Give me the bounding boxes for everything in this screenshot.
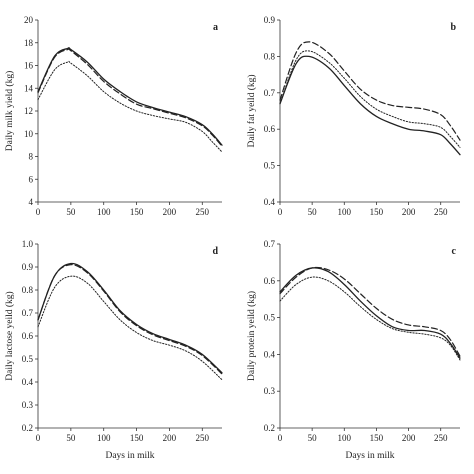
y-tick-label: 0.3 (264, 386, 276, 396)
x-tick-label: 150 (130, 433, 144, 443)
y-tick-label: 0.5 (22, 354, 34, 364)
series-line-dotted (37, 275, 223, 381)
x-axis-label: Days in milk (345, 451, 394, 461)
y-tick-label: 18 (24, 38, 34, 48)
x-tick-label: 100 (97, 433, 111, 443)
x-tick-label: 200 (402, 433, 416, 443)
x-tick-label: 100 (97, 207, 111, 217)
y-tick-label: 0.8 (22, 285, 34, 295)
y-tick-label: 12 (24, 106, 33, 116)
y-tick-label: 1.0 (22, 239, 34, 249)
y-tick-label: 0.7 (264, 88, 276, 98)
y-tick-label: 0.6 (22, 331, 34, 341)
x-tick-label: 150 (130, 207, 144, 217)
series-line-dashed (37, 264, 223, 375)
x-tick-label: 250 (196, 433, 210, 443)
x-tick-label: 200 (163, 433, 177, 443)
y-tick-label: 6 (29, 174, 34, 184)
y-tick-label: 14 (24, 83, 34, 93)
series-line-dashed (279, 41, 461, 141)
series-line-solid (37, 262, 223, 374)
x-tick-label: 100 (338, 433, 352, 443)
panel-letter: c (452, 246, 457, 257)
panel-letter: d (212, 246, 218, 257)
y-tick-label: 0.4 (264, 349, 276, 359)
series-line-dotted (37, 60, 223, 153)
chart-panel-c: 0.2 0.3 0.4 0.5 0.6 0.7 0 50 100 150 200 250 Daily p… (246, 239, 461, 461)
y-tick-label: 0.3 (22, 400, 34, 410)
x-tick-label: 0 (36, 433, 41, 443)
x-axis-label: Days in milk (105, 451, 154, 461)
panel-letter: b (450, 22, 456, 33)
y-axis-label: Daily lactose yeild (kg) (4, 291, 15, 380)
y-tick-label: 0.2 (22, 423, 33, 433)
x-tick-label: 0 (36, 207, 41, 217)
series-line-dashed (37, 48, 223, 147)
y-tick-label: 0.5 (264, 161, 276, 171)
series-line-solid (279, 55, 461, 156)
y-tick-label: 0.4 (22, 377, 34, 387)
x-tick-label: 250 (434, 207, 448, 217)
x-tick-label: 50 (66, 207, 76, 217)
chart-panel-d: 0.2 0.3 0.4 0.5 0.6 0.7 0.8 0.9 1.0 0 50 100 150 200 2… (4, 239, 223, 461)
x-tick-label: 200 (163, 207, 177, 217)
y-tick-label: 0.6 (264, 276, 276, 286)
y-tick-label: 0.7 (264, 239, 276, 249)
y-tick-label: 0.4 (264, 197, 276, 207)
x-tick-label: 0 (278, 207, 283, 217)
y-tick-label: 8 (29, 152, 34, 162)
x-tick-label: 50 (66, 433, 76, 443)
series-line-dotted (279, 50, 461, 148)
series-line-solid (37, 47, 223, 146)
x-tick-label: 200 (402, 207, 416, 217)
y-axis-label: Daily milk yield (kg) (4, 71, 15, 151)
x-tick-label: 150 (370, 433, 384, 443)
panel-letter: a (213, 22, 218, 33)
y-tick-label: 0.7 (22, 308, 34, 318)
y-axis-label: Daily fat yeild (kg) (246, 74, 257, 147)
series-line-dashed (279, 266, 461, 357)
y-tick-label: 0.6 (264, 124, 276, 134)
y-tick-label: 0.8 (264, 51, 276, 61)
x-tick-label: 250 (196, 207, 210, 217)
x-tick-label: 50 (308, 433, 318, 443)
x-tick-label: 0 (278, 433, 283, 443)
series-line-solid (279, 267, 461, 359)
series-line-dotted (279, 276, 461, 361)
y-axis-label: Daily protein yeild (kg) (246, 291, 257, 381)
y-tick-label: 0.2 (264, 423, 275, 433)
chart-panel-b: 0.4 0.5 0.6 0.7 0.8 0.9 0 50 100 150 200 250 Daily f… (246, 15, 461, 217)
y-tick-label: 20 (24, 15, 34, 25)
y-tick-label: 10 (24, 129, 34, 139)
y-tick-label: 0.9 (22, 262, 34, 272)
y-tick-label: 16 (24, 61, 34, 71)
x-tick-label: 250 (434, 433, 448, 443)
y-tick-label: 4 (29, 197, 34, 207)
x-tick-label: 100 (338, 207, 352, 217)
x-tick-label: 150 (370, 207, 384, 217)
y-tick-label: 0.5 (264, 313, 276, 323)
x-tick-label: 50 (308, 207, 318, 217)
y-tick-label: 0.9 (264, 15, 276, 25)
